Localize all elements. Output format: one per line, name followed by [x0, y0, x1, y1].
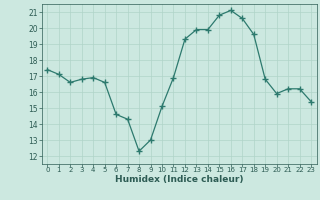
X-axis label: Humidex (Indice chaleur): Humidex (Indice chaleur) [115, 175, 244, 184]
